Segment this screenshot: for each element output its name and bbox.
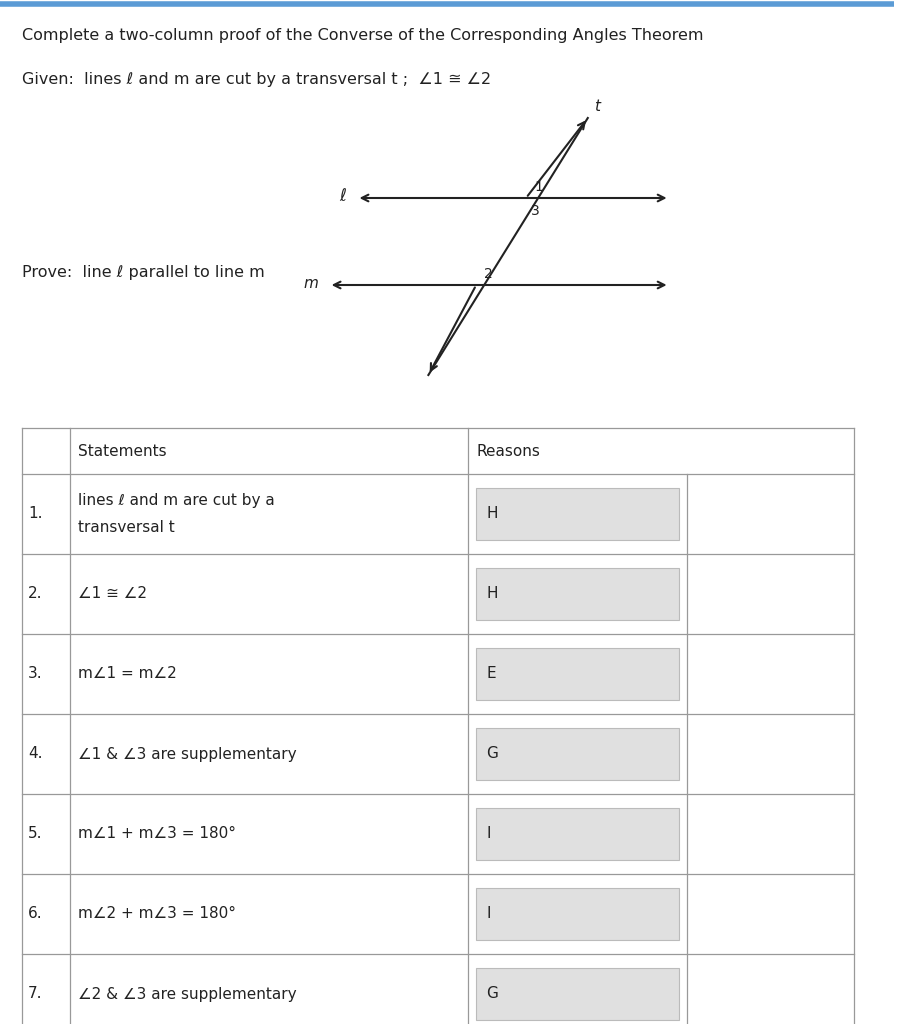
Bar — [476, 808, 679, 860]
Text: Given:  lines ℓ and m are cut by a transversal t ;  ∠1 ≅ ∠2: Given: lines ℓ and m are cut by a transv… — [22, 72, 491, 87]
Text: 1: 1 — [534, 180, 543, 194]
Text: G: G — [486, 746, 498, 762]
Text: 6.: 6. — [28, 906, 42, 922]
Text: I: I — [486, 906, 491, 922]
Text: E: E — [486, 667, 496, 682]
Text: 3.: 3. — [28, 667, 42, 682]
Text: $\ell$: $\ell$ — [338, 187, 347, 205]
Text: 3: 3 — [531, 204, 540, 218]
Text: H: H — [486, 587, 498, 601]
Text: ∠1 & ∠3 are supplementary: ∠1 & ∠3 are supplementary — [78, 746, 296, 762]
Text: 5.: 5. — [28, 826, 42, 842]
Text: G: G — [486, 986, 498, 1001]
Text: ∠1 ≅ ∠2: ∠1 ≅ ∠2 — [78, 587, 147, 601]
Text: transversal t: transversal t — [78, 520, 174, 536]
Text: m∠1 = m∠2: m∠1 = m∠2 — [78, 667, 177, 682]
Text: 1.: 1. — [28, 507, 42, 521]
Bar — [476, 568, 679, 620]
Text: 4.: 4. — [28, 746, 42, 762]
Text: m∠1 + m∠3 = 180°: m∠1 + m∠3 = 180° — [78, 826, 236, 842]
Text: 2.: 2. — [28, 587, 42, 601]
Text: ∠2 & ∠3 are supplementary: ∠2 & ∠3 are supplementary — [78, 986, 296, 1001]
Bar — [476, 888, 679, 940]
Text: 2: 2 — [484, 267, 493, 281]
Text: m∠2 + m∠3 = 180°: m∠2 + m∠3 = 180° — [78, 906, 236, 922]
Text: Complete a two-column proof of the Converse of the Corresponding Angles Theorem: Complete a two-column proof of the Conve… — [22, 28, 703, 43]
Text: 7.: 7. — [28, 986, 42, 1001]
Text: $m$: $m$ — [303, 275, 318, 291]
Text: Prove:  line ℓ parallel to line m: Prove: line ℓ parallel to line m — [22, 265, 265, 280]
Bar — [476, 728, 679, 780]
Bar — [476, 488, 679, 540]
Text: Statements: Statements — [78, 443, 166, 459]
Text: lines ℓ and m are cut by a: lines ℓ and m are cut by a — [78, 493, 274, 508]
Text: $t$: $t$ — [594, 98, 602, 114]
Text: H: H — [486, 507, 498, 521]
Text: Reasons: Reasons — [476, 443, 540, 459]
Text: I: I — [486, 826, 491, 842]
Bar — [476, 648, 679, 700]
Bar — [476, 968, 679, 1020]
